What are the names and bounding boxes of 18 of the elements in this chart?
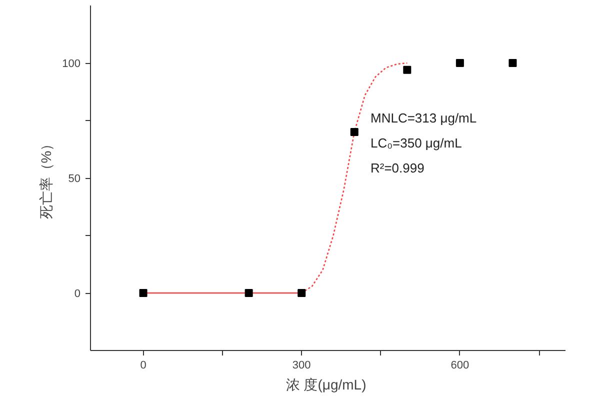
point [456, 59, 464, 67]
y-tick-label: 100 [62, 58, 81, 70]
x-axis-title: 浓 度(μg/mL) [286, 376, 366, 392]
point [403, 66, 412, 74]
point [508, 59, 517, 67]
annotation: LC₀=350 μg/mL [370, 136, 462, 150]
x-tick-label: 600 [450, 360, 470, 372]
y-tick-label: 0 [74, 288, 81, 300]
point [244, 289, 253, 297]
y-axis-title: 死亡率（%） [38, 136, 54, 220]
annotation: MNLC=313 μg/mL [370, 110, 477, 126]
annotation: R²=0.999 [370, 160, 424, 176]
y-tick-label: 50 [68, 173, 81, 185]
point [139, 289, 148, 297]
x-tick-label: 300 [292, 360, 311, 372]
x-tick-label: 0 [140, 360, 146, 372]
point [350, 128, 358, 136]
point [298, 289, 306, 297]
